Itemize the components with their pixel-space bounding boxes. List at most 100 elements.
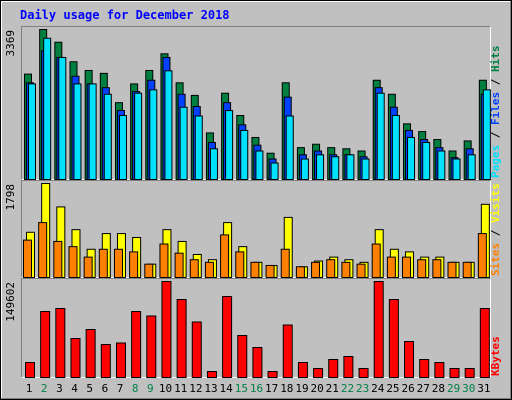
sites-bar xyxy=(159,243,169,279)
pages-bar xyxy=(240,129,249,181)
sites-bar xyxy=(83,256,93,279)
pages-bar xyxy=(43,37,52,180)
mid-legend-separator: / xyxy=(489,223,502,243)
pages-bar xyxy=(300,158,309,181)
x-tick-label: 29 xyxy=(447,382,460,395)
kbytes-bar xyxy=(313,368,324,379)
x-tick-label: 30 xyxy=(462,382,475,395)
top-legend-separator: / xyxy=(489,72,502,92)
sites-bar xyxy=(53,240,63,279)
pages-bar xyxy=(376,92,385,180)
kbytes-bar xyxy=(191,321,202,379)
x-tick-label: 27 xyxy=(417,382,430,395)
pages-bar xyxy=(118,115,127,180)
pages-bar xyxy=(209,148,218,180)
kbytes-bar xyxy=(479,308,490,378)
kbytes-bar xyxy=(25,362,35,379)
pages-bar xyxy=(467,154,476,180)
mid-legend: Sites / Visits xyxy=(489,183,502,276)
kbytes-bar xyxy=(267,371,278,379)
sites-bar xyxy=(144,263,154,278)
mid-ymax-label: 1798 xyxy=(4,184,17,211)
pages-bar xyxy=(270,162,279,181)
sites-bar xyxy=(265,264,275,278)
top-legend: Pages / Files / Hits xyxy=(489,46,502,179)
sites-bar xyxy=(98,248,108,278)
sites-bar xyxy=(432,259,442,279)
kbytes-bar xyxy=(237,335,248,378)
bottom-legend-kbytes: KBytes xyxy=(489,336,502,376)
sites-bar xyxy=(220,234,230,278)
pages-bar xyxy=(149,89,158,180)
x-tick-label: 21 xyxy=(326,382,339,395)
pages-bar xyxy=(346,154,355,180)
pages-bar xyxy=(422,141,431,180)
sites-bar xyxy=(386,256,396,279)
kbytes-bar xyxy=(100,344,111,378)
sites-bar xyxy=(129,251,139,278)
x-tick-label: 23 xyxy=(356,382,369,395)
sites-bar xyxy=(113,248,123,278)
pages-bar xyxy=(255,150,264,180)
sites-bar xyxy=(402,256,412,279)
chart-title: Daily usage for December 2018 xyxy=(20,8,230,22)
sites-bar xyxy=(68,246,78,279)
pages-bar xyxy=(391,115,400,180)
top-legend-pages: Pages xyxy=(489,145,502,178)
x-tick-label: 13 xyxy=(204,382,217,395)
pages-bar xyxy=(225,110,234,180)
sites-bar xyxy=(280,248,290,278)
x-tick-label: 17 xyxy=(265,382,278,395)
kbytes-bar xyxy=(297,362,308,379)
top-legend-separator: / xyxy=(489,125,502,145)
sites-bar xyxy=(462,261,472,279)
pages-bar xyxy=(179,106,188,180)
pages-bar xyxy=(331,156,340,181)
kbytes-bar xyxy=(85,329,96,378)
kbytes-bar xyxy=(55,308,66,378)
sites-bar xyxy=(447,261,457,279)
kbytes-bar xyxy=(206,371,217,379)
x-tick-label: 9 xyxy=(147,382,154,395)
kbytes-bar xyxy=(434,362,445,379)
pages-bar xyxy=(194,115,203,181)
x-tick-label: 15 xyxy=(235,382,248,395)
top-ymax-label: 3369 xyxy=(4,30,17,57)
sites-bar xyxy=(189,259,199,279)
x-tick-label: 5 xyxy=(86,382,93,395)
kbytes-bar xyxy=(222,295,233,378)
sites-bar xyxy=(204,261,214,279)
kbytes-bar xyxy=(449,368,460,379)
sites-bar xyxy=(174,252,184,278)
top-legend-files: Files xyxy=(489,92,502,125)
sites-bar xyxy=(295,266,305,278)
pages-bar xyxy=(88,83,97,180)
kbytes-bar xyxy=(373,281,384,378)
x-tick-label: 11 xyxy=(174,382,187,395)
x-tick-label: 8 xyxy=(132,382,139,395)
kbytes-bar xyxy=(358,368,369,379)
bottom-ymax-label: 149602 xyxy=(4,282,17,322)
kbytes-bar xyxy=(176,298,187,378)
kbytes-bar xyxy=(115,342,126,379)
pages-bar xyxy=(134,92,143,180)
x-tick-label: 2 xyxy=(41,382,48,395)
sites-bar xyxy=(311,261,321,279)
sites-bar xyxy=(356,263,366,278)
x-tick-label: 19 xyxy=(295,382,308,395)
x-tick-label: 18 xyxy=(280,382,293,395)
x-tick-label: 24 xyxy=(371,382,385,395)
kbytes-bar xyxy=(343,356,354,378)
pages-bar xyxy=(58,56,67,180)
x-tick-label: 25 xyxy=(386,382,399,395)
sites-bar xyxy=(417,259,427,279)
x-tick-label: 16 xyxy=(250,382,263,395)
sites-bar xyxy=(250,261,260,279)
bottom-legend: KBytes xyxy=(489,336,502,376)
pages-bar xyxy=(73,83,82,180)
pages-bar xyxy=(361,158,370,181)
x-tick-label: 20 xyxy=(311,382,324,395)
x-tick-label: 22 xyxy=(341,382,354,395)
kbytes-bar xyxy=(40,311,51,378)
